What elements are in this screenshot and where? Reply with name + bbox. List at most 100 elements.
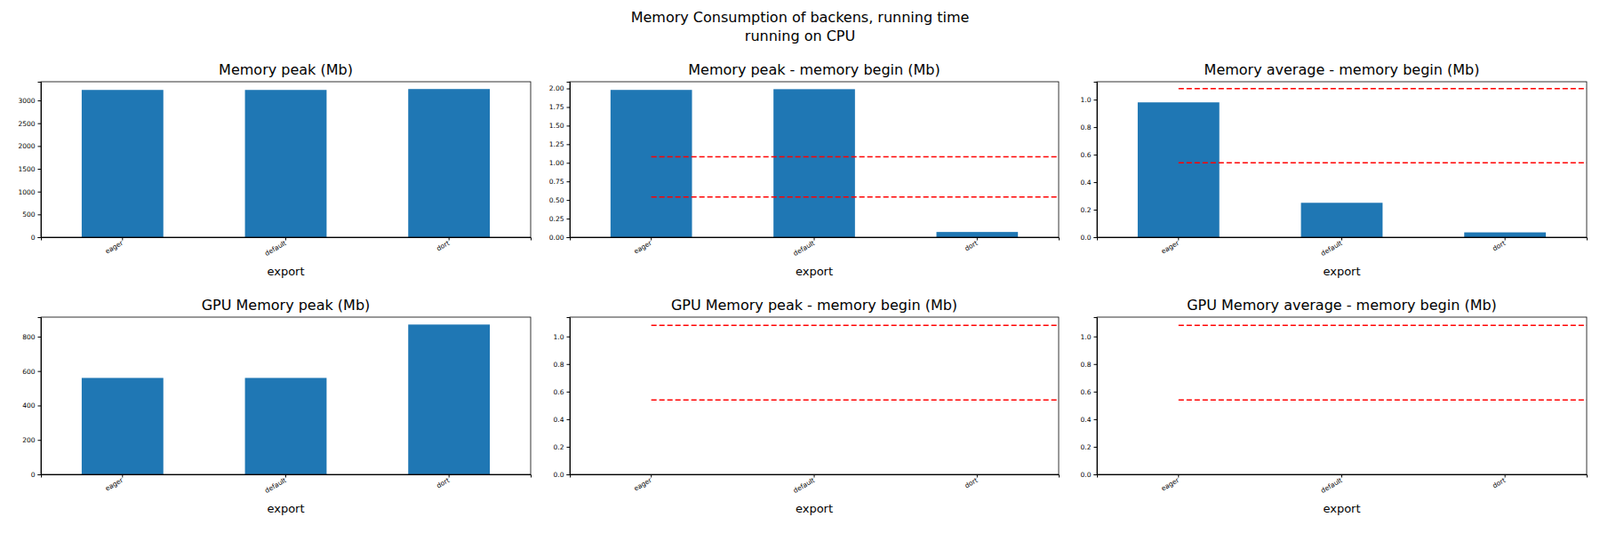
- bar: [408, 88, 490, 238]
- frame: [569, 81, 1059, 238]
- y-tick: 1.00: [549, 159, 570, 168]
- x-tick-mark: [1341, 474, 1343, 479]
- y-axis: 0.00.20.40.60.81.0: [1080, 318, 1098, 480]
- y-tick-mark: [1094, 154, 1098, 156]
- y-tick: 0.6: [1080, 388, 1097, 397]
- x-tick-mark: [285, 237, 287, 241]
- y-tick-mark: [567, 392, 571, 393]
- x-tick-mark: [1504, 237, 1506, 241]
- x-tick: default: [792, 474, 816, 496]
- y-tick-mark: [1094, 237, 1098, 239]
- y-tick: 1.50: [549, 121, 570, 130]
- y-tick-mark: [567, 336, 571, 338]
- y-tick: 0.4: [1080, 178, 1097, 187]
- x-axis-line: [570, 475, 1060, 479]
- y-tick-mark: [1094, 182, 1098, 184]
- y-tick-label: 0.6: [1080, 151, 1092, 160]
- plot-area: [651, 325, 1059, 400]
- x-tick: dort: [963, 474, 980, 490]
- x-tick-label: eager: [104, 475, 126, 493]
- y-tick-mark: [567, 419, 571, 421]
- x-tick-mark: [121, 474, 123, 479]
- y-tick-label: 0.25: [549, 215, 565, 224]
- y-tick-label: 0.2: [553, 443, 565, 452]
- x-axis: eagerdefaultdort: [1097, 237, 1588, 258]
- y-tick: 1000: [17, 188, 41, 197]
- y-tick-label: 1.0: [1080, 96, 1092, 104]
- y-tick-mark: [38, 336, 42, 338]
- y-tick: 2500: [17, 120, 41, 128]
- reference-line: [651, 196, 1059, 199]
- x-axis-line: [41, 238, 532, 241]
- y-axis: 0200400600800: [22, 318, 41, 480]
- x-tick-mark: [285, 474, 287, 479]
- x-tick: default: [1319, 474, 1344, 496]
- y-tick-label: 500: [22, 210, 36, 219]
- x-tick-mark: [650, 237, 652, 241]
- frame: [40, 81, 531, 238]
- y-axis-line: [1094, 82, 1098, 239]
- x-tick: eager: [632, 474, 655, 494]
- x-axis-title: export: [266, 502, 304, 516]
- y-tick: 0.25: [549, 215, 570, 224]
- x-axis-title: export: [795, 264, 833, 279]
- bar: [610, 89, 693, 238]
- x-tick-label: eager: [104, 238, 126, 256]
- x-tick-mark: [976, 237, 978, 241]
- suptitle: Memory Consumption of backens, running t…: [631, 8, 970, 26]
- y-tick-mark: [38, 192, 42, 193]
- y-tick: 3000: [17, 96, 41, 105]
- panel: 0200400600800eagerdefaultdortGPU Memory …: [22, 296, 531, 516]
- bar: [81, 89, 164, 238]
- y-tick: 0.0: [1080, 233, 1097, 242]
- y-tick-label: 0.6: [553, 388, 565, 397]
- chart-title: GPU Memory average - memory begin (Mb): [1186, 296, 1497, 314]
- y-tick-mark: [1094, 364, 1098, 366]
- figure: Memory Consumption of backens, running t…: [0, 0, 1600, 533]
- y-tick: 200: [22, 436, 41, 445]
- x-tick-label: eager: [632, 238, 655, 256]
- y-tick-mark: [567, 181, 571, 183]
- y-tick-label: 200: [22, 436, 36, 445]
- reference-line: [1178, 88, 1587, 90]
- frame: [1096, 317, 1587, 475]
- y-tick-label: 0.0: [1080, 233, 1092, 242]
- panel: 0.000.250.500.751.001.251.501.752.00eage…: [549, 61, 1060, 279]
- y-tick-mark: [38, 123, 42, 125]
- bar: [245, 89, 328, 238]
- x-tick: dort: [963, 237, 980, 253]
- y-tick: 0.2: [1080, 443, 1097, 452]
- y-tick: 0.0: [553, 471, 570, 480]
- x-axis: eager default dort: [570, 237, 1060, 258]
- x-tick-label: dort: [963, 239, 980, 254]
- y-tick-label: 1.0: [1080, 333, 1092, 342]
- x-tick-mark: [1177, 237, 1179, 241]
- x-tick-mark: [976, 474, 978, 479]
- y-tick-mark: [567, 144, 571, 145]
- y-tick: 1.0: [1080, 333, 1097, 342]
- y-tick: 400: [22, 401, 41, 410]
- x-tick: dort: [1490, 237, 1507, 253]
- y-axis: 0.00.20.40.60.81.0: [553, 318, 571, 480]
- y-tick: 500: [22, 210, 41, 219]
- y-tick-label: 0.2: [1080, 206, 1092, 215]
- y-tick-mark: [38, 440, 42, 441]
- x-tick-mark: [1177, 474, 1179, 479]
- x-tick-label: eager: [1160, 238, 1182, 256]
- y-tick-mark: [1094, 209, 1098, 211]
- x-axis-line: [41, 475, 532, 479]
- y-tick-label: 0: [31, 233, 36, 242]
- bar: [245, 377, 328, 475]
- x-tick-mark: [448, 237, 450, 241]
- x-tick-label: default: [263, 239, 288, 258]
- y-tick-mark: [1094, 127, 1098, 128]
- chart-title: Memory peak - memory begin (Mb): [688, 61, 940, 79]
- x-tick-label: dort: [434, 239, 451, 254]
- x-tick: eager: [104, 237, 126, 256]
- y-tick: 0.2: [553, 443, 570, 452]
- y-tick-mark: [567, 162, 571, 164]
- y-tick-mark: [38, 145, 42, 147]
- frame: [40, 317, 531, 475]
- y-tick-label: 3000: [17, 96, 35, 105]
- x-tick-label: default: [792, 239, 816, 258]
